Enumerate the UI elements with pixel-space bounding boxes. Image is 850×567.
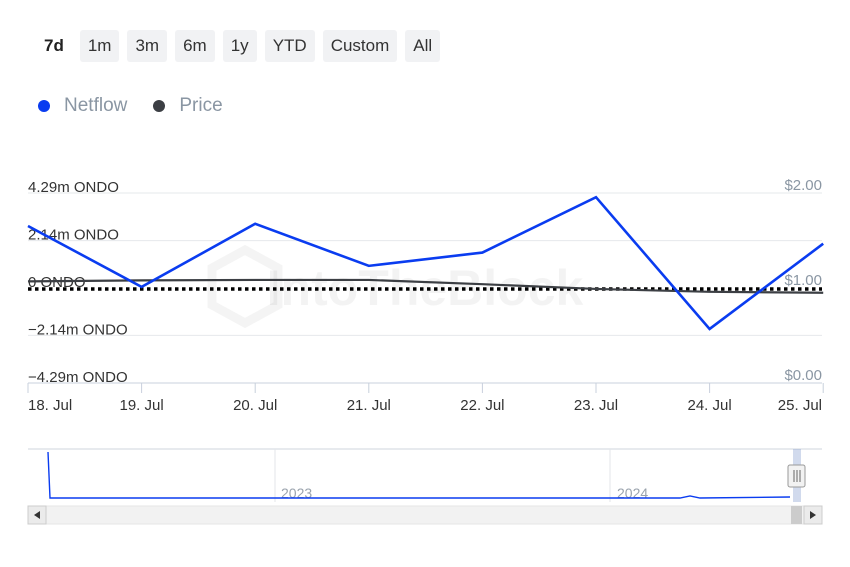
watermark: IntoTheBlock (267, 260, 584, 316)
right-arrow-icon (810, 511, 816, 519)
y-right-tick-label: $1.00 (784, 272, 822, 289)
x-tick-label: 19. Jul (119, 397, 163, 414)
netflow-dot-icon (38, 100, 50, 112)
navigator-series-line (47, 451, 791, 499)
y-left-tick-label: −2.14m ONDO (28, 321, 128, 338)
left-arrow-icon (34, 511, 40, 519)
series-line-netflow (27, 195, 824, 331)
x-tick-label: 23. Jul (574, 397, 618, 414)
x-axis: 18. Jul 19. Jul 20. Jul 21. Jul 22. Jul 23. J… (27, 382, 824, 414)
range-selector: 7d 1m 3m 6m 1y YTD Custom All (36, 30, 441, 62)
range-button-6m[interactable]: 6m (175, 30, 215, 62)
x-tick-label: 20. Jul (233, 397, 277, 414)
x-tick-label: 21. Jul (347, 397, 391, 414)
y-axis-labels: 4.29m ONDO 2.14m ONDO 0 ONDO −2.14m ONDO −4.… (28, 177, 822, 386)
y-right-tick-label: $0.00 (784, 367, 822, 384)
x-tick-label: 24. Jul (687, 397, 731, 414)
legend-item-price[interactable]: Price (153, 95, 223, 117)
legend-label-price: Price (179, 95, 223, 116)
range-button-3m[interactable]: 3m (127, 30, 168, 62)
y-left-tick-label: −4.29m ONDO (28, 369, 128, 386)
y-right-tick-label: $2.00 (784, 177, 822, 194)
x-tick-label: 22. Jul (460, 397, 504, 414)
navigator[interactable]: 2023 2024 (27, 448, 823, 525)
range-button-custom[interactable]: Custom (322, 30, 398, 62)
scrollbar-track (27, 505, 823, 525)
range-button-all[interactable]: All (405, 30, 441, 62)
range-button-7d[interactable]: 7d (36, 30, 72, 62)
legend-item-netflow[interactable]: Netflow (38, 95, 127, 117)
y-left-tick-label: 2.14m ONDO (28, 227, 119, 244)
range-button-ytd[interactable]: YTD (264, 30, 315, 62)
legend: Netflow Price (38, 95, 223, 117)
range-button-1m[interactable]: 1m (79, 30, 120, 62)
scrollbar-thumb (791, 506, 802, 524)
y-left-tick-label: 0 ONDO (28, 274, 86, 291)
navigator-year-label: 2023 (281, 485, 312, 501)
watermark-logo-icon (207, 244, 283, 329)
series-line-price (27, 278, 824, 294)
price-dot-icon (153, 100, 166, 112)
navigator-year-label: 2024 (617, 485, 648, 501)
series (27, 195, 824, 331)
range-button-1y[interactable]: 1y (222, 30, 257, 62)
x-tick-label: 25. Jul (778, 397, 822, 414)
x-tick-label: 18. Jul (28, 397, 72, 414)
y-left-tick-label: 4.29m ONDO (28, 179, 119, 196)
legend-label-netflow: Netflow (64, 95, 128, 116)
